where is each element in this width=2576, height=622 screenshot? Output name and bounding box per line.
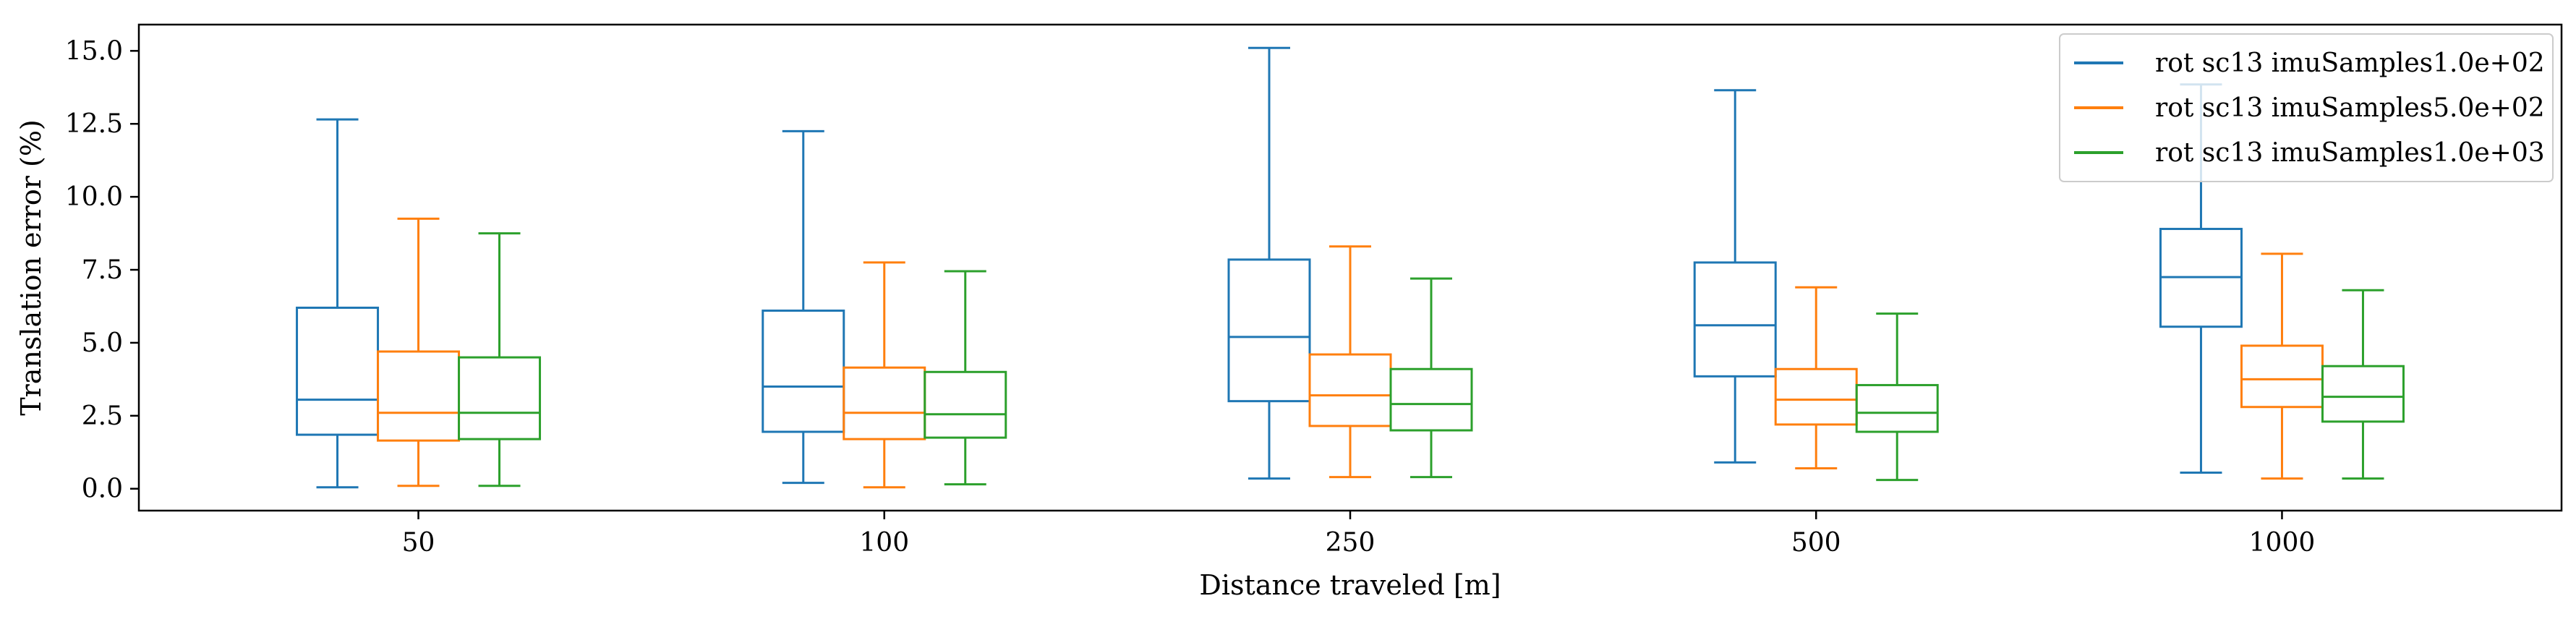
legend-label: rot sc13 imuSamples1.0e+03 [2155,138,2545,168]
box-50 [458,232,542,487]
y-tick-label: 0.0 [82,474,123,504]
iqr-box [1227,258,1311,403]
box-500 [1693,89,1777,464]
y-axis-label: Translation error (%) [15,119,47,416]
legend-frame [2059,33,2554,182]
y-tick-label: 5.0 [82,328,123,358]
x-tick-label: 1000 [2249,528,2316,558]
x-tick-label: 250 [1326,528,1376,558]
y-tick-label: 12.5 [65,109,123,139]
box-50 [296,118,380,489]
legend: rot sc13 imuSamples1.0e+02 rot sc13 imuSa… [2059,33,2554,182]
legend-label: rot sc13 imuSamples1.0e+02 [2155,48,2545,78]
x-axis-label: Distance traveled [m] [1199,569,1501,601]
iqr-box [458,356,542,440]
series-2-boxes [377,217,2324,489]
y-tick-label: 10.0 [65,182,123,212]
box-marks [296,46,2405,489]
box-100 [924,270,1007,486]
iqr-box [2321,365,2405,423]
iqr-box [924,370,1007,439]
x-tick-label: 500 [1791,528,1841,558]
y-tick-label: 7.5 [82,255,123,285]
box-250 [1389,277,1473,479]
plot-frame [137,23,2563,512]
box-250 [1227,46,1311,480]
box-1000 [2321,289,2405,480]
y-axis-ticks: 0.0 2.5 5.0 7.5 10.0 12.5 15.0 [65,36,139,504]
box-1000 [2240,252,2324,480]
x-tick-label: 50 [402,528,435,558]
x-tick-label: 100 [859,528,909,558]
series-3-boxes [458,232,2405,487]
iqr-box [1693,261,1777,378]
iqr-box [1389,367,1473,432]
y-tick-label: 15.0 [65,36,123,66]
box-500 [1855,312,1939,482]
iqr-box [1855,383,1939,433]
legend-label: rot sc13 imuSamples5.0e+02 [2155,93,2545,123]
x-axis-ticks: 50 100 250 500 1000 [402,511,2316,558]
y-tick-label: 2.5 [82,401,123,431]
